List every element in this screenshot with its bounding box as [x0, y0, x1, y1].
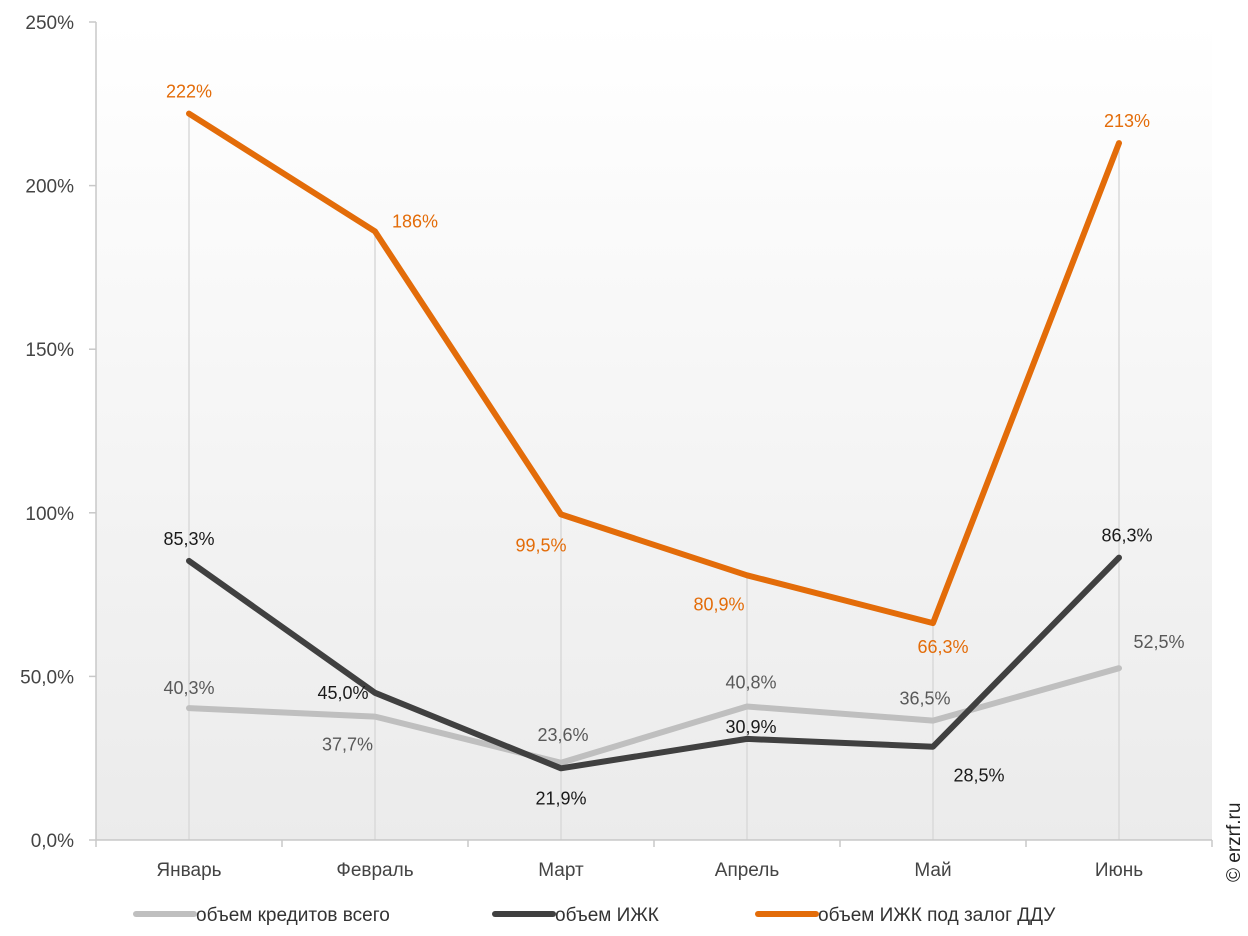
- legend-label: объем ИЖК: [555, 905, 659, 926]
- data-label: 40,3%: [163, 678, 214, 698]
- legend-label: объем ИЖК под залог ДДУ: [818, 905, 1056, 926]
- data-label: 85,3%: [163, 529, 214, 549]
- data-label: 99,5%: [515, 535, 566, 555]
- data-labels: 40,3% 37,7% 23,6% 40,8% 36,5% 52,5% 85,3% 45,0%…: [163, 82, 1184, 809]
- plot-area: [96, 22, 1212, 840]
- x-tick-label: Июнь: [1095, 860, 1143, 881]
- y-tick-label: 50,0%: [20, 667, 74, 688]
- series-line-2: [186, 554, 1122, 772]
- data-label: 30,9%: [725, 717, 776, 737]
- data-label: 28,5%: [953, 766, 1004, 786]
- data-label: 37,7%: [322, 735, 373, 755]
- data-label: 186%: [392, 211, 438, 231]
- y-tick-label: 150%: [25, 340, 74, 361]
- copyright-watermark: © erzrf.ru: [1224, 803, 1245, 882]
- data-label: 222%: [166, 82, 212, 102]
- legend-label: объем кредитов всего: [196, 905, 390, 926]
- series-line-3: [186, 110, 1122, 627]
- x-tick-label: Январь: [156, 860, 221, 881]
- y-tick-label: 100%: [25, 504, 74, 525]
- data-label: 213%: [1104, 111, 1150, 131]
- data-label: 52,5%: [1133, 632, 1184, 652]
- data-label: 66,3%: [917, 637, 968, 657]
- x-tick-label: Апрель: [715, 860, 780, 881]
- x-tick-label: Март: [538, 860, 584, 881]
- data-label: 40,8%: [725, 673, 776, 693]
- data-label: 23,6%: [537, 725, 588, 745]
- series-lines: [186, 110, 1122, 772]
- y-tick-label: 250%: [25, 13, 74, 34]
- axes: 0,0% 50,0% 100% 150% 200% 250% Январь Февраль Ма…: [20, 13, 1213, 881]
- data-label: 86,3%: [1101, 526, 1152, 546]
- data-label: 36,5%: [899, 689, 950, 709]
- y-tick-label: 200%: [25, 177, 74, 198]
- drop-lines: [188, 113, 1120, 840]
- legend: объем кредитов всего объем ИЖК объем ИЖК п…: [133, 905, 1056, 926]
- x-tick-label: Февраль: [336, 860, 413, 881]
- data-label: 80,9%: [693, 594, 744, 614]
- data-label: 21,9%: [535, 788, 586, 808]
- data-label: 45,0%: [317, 683, 368, 703]
- x-tick-label: Май: [914, 860, 951, 881]
- y-tick-label: 0,0%: [31, 831, 74, 852]
